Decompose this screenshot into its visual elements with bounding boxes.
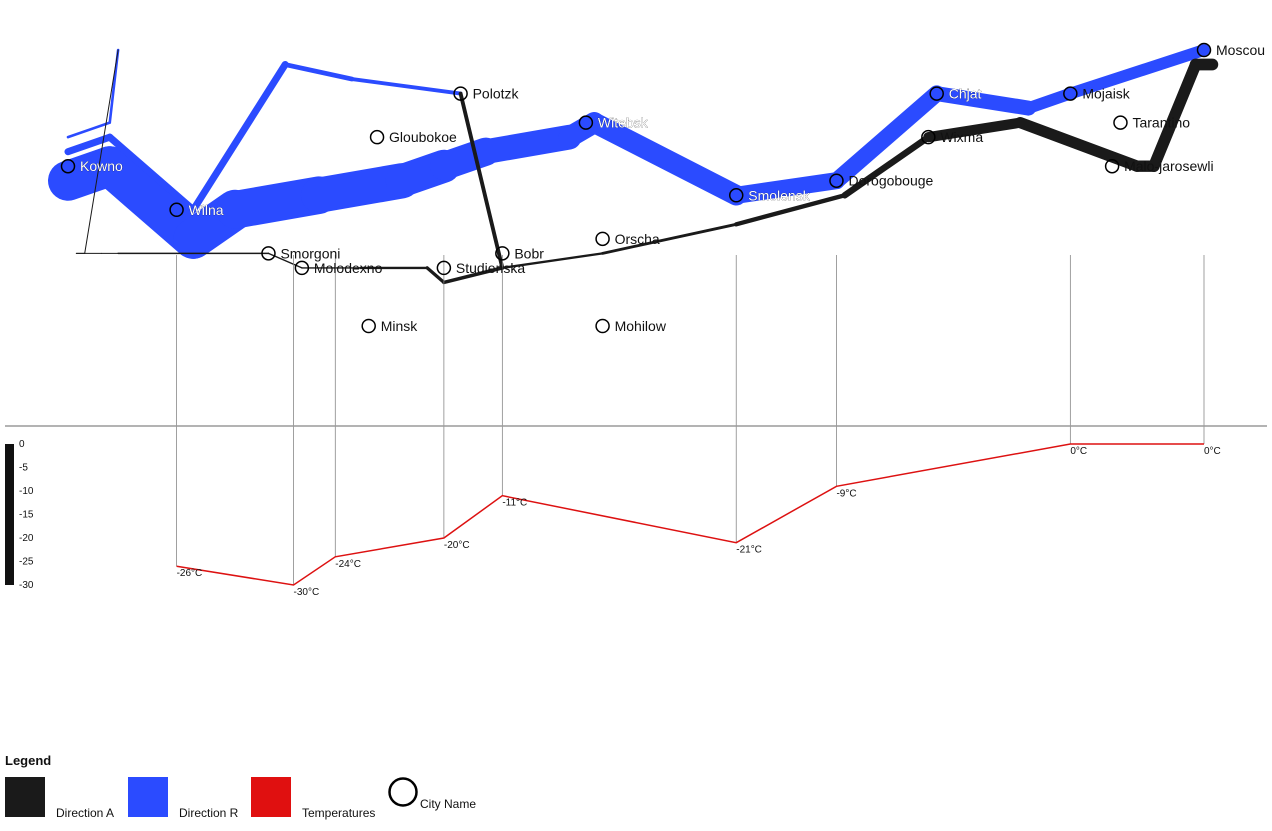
legend-swatch-direction-a <box>5 777 45 817</box>
troop-segment-4-1 <box>108 48 120 124</box>
troop-segment-0-7 <box>473 124 582 165</box>
city-marker-16 <box>1063 86 1078 101</box>
troop-segment-1-7 <box>601 222 738 255</box>
troop-segment-1-5 <box>841 133 932 199</box>
temperature-label-4: -11°C <box>502 498 527 509</box>
city-marker-4 <box>369 129 385 145</box>
city-label-12: Smolensk <box>748 187 810 203</box>
legend-label-city-name: City Name <box>420 797 476 811</box>
troop-segment-1-4 <box>923 117 1026 143</box>
troop-segment-1-6 <box>734 193 848 227</box>
city-marker-0 <box>60 158 76 174</box>
temperature-tick-label-1: -5 <box>19 463 28 474</box>
city-marker-7 <box>453 86 468 101</box>
troop-segment-2-4 <box>350 77 463 96</box>
city-marker-9 <box>578 115 594 130</box>
legend-label-temperatures: Temperatures <box>302 806 375 820</box>
city-label-2: Smorgoni <box>280 245 340 261</box>
city-label-1: Wilna <box>189 202 224 218</box>
city-marker-3 <box>294 260 310 276</box>
city-label-15: Chjat <box>949 86 982 102</box>
city-label-11: Mohilow <box>615 318 667 334</box>
troop-segment-2-3 <box>282 62 355 82</box>
temperature-axis: 0 -5 -10 -15 -20 -25 -30 <box>5 439 34 591</box>
city-marker-13 <box>829 173 844 188</box>
city-label-10: Orscha <box>615 231 660 247</box>
city-label-14: Wixma <box>940 129 983 145</box>
city-label-8: Bobr <box>514 245 544 261</box>
troop-segment-0-9 <box>583 112 747 206</box>
city-label-17: Moscou <box>1216 42 1265 58</box>
temperature-tick-label-5: -25 <box>19 557 34 568</box>
legend-label-direction-r: Direction R <box>179 806 239 820</box>
troop-segment-0-11 <box>828 85 945 189</box>
city-marker-12 <box>728 188 744 203</box>
troop-segment-0-10 <box>727 172 845 204</box>
city-marker-5 <box>361 318 376 334</box>
city-label-5: Minsk <box>381 318 419 334</box>
city-label-7: Polotzk <box>473 86 520 102</box>
temperature-label-0: 0°C <box>1204 446 1221 457</box>
city-label-13: Dorogobouge <box>848 173 933 189</box>
troop-segment-3-0 <box>458 91 505 270</box>
drop-lines <box>176 255 1205 585</box>
temperature-label-6: -24°C <box>335 559 361 570</box>
temperature-line <box>176 443 1204 586</box>
city-marker-15 <box>929 86 944 101</box>
troop-segment-1-3 <box>1014 116 1143 172</box>
temperature-tick-label-2: -10 <box>19 486 34 497</box>
temperature-label-7: -30°C <box>294 587 320 598</box>
troop-segment-2-0 <box>64 133 114 156</box>
troop-segment-5-0 <box>84 49 119 254</box>
troop-segment-0-14 <box>1064 44 1210 100</box>
city-marker-17 <box>1196 42 1212 58</box>
temperature-tick-label-6: -30 <box>19 580 34 591</box>
temperature-label-3: -21°C <box>736 545 762 556</box>
city-marker-14 <box>921 129 936 145</box>
city-marker-1 <box>169 202 184 218</box>
troop-segment-4-0 <box>66 121 112 139</box>
temperature-label-1: 0°C <box>1070 446 1087 457</box>
temperature-label-2: -9°C <box>836 488 856 499</box>
city-marker-19 <box>1104 158 1120 174</box>
legend-swatch-city-circle <box>388 777 418 807</box>
temperature-tick-label-3: -15 <box>19 510 34 521</box>
temperature-label-8: -26°C <box>177 568 203 579</box>
city-label-4: Gloubokoe <box>389 129 457 145</box>
troop-segment-2-1 <box>106 133 197 214</box>
troop-segment-3-1 <box>442 266 505 285</box>
city-label-19: Malo-jarosewli <box>1124 158 1213 174</box>
troop-segment-1-1 <box>1148 58 1202 172</box>
city-label-9: Witebsk <box>598 115 649 131</box>
temperature-chart: 0°C 0°C -9°C -21°C -11°C -20°C -24°C -30°C -26°C <box>176 443 1221 598</box>
city-marker-11 <box>595 318 610 334</box>
city-marker-2 <box>261 246 276 261</box>
troop-segment-2-2 <box>189 60 289 214</box>
troop-segment-1-8 <box>501 252 604 270</box>
city-label-3: Molodexno <box>314 260 383 276</box>
city-marker-18 <box>1113 115 1128 130</box>
city-marker-8 <box>495 246 510 261</box>
city-marker-6 <box>436 260 452 276</box>
temperature-tick-label-0: 0 <box>19 439 25 450</box>
legend-swatch-direction-r <box>128 777 168 817</box>
legend-label-direction-a: Direction A <box>56 806 114 820</box>
legend: Legend Direction A Direction R Temperatu… <box>5 753 476 820</box>
city-marker-10 <box>595 231 610 247</box>
troop-segment-3-2 <box>425 266 446 285</box>
troop-segment-0-13 <box>1022 87 1077 114</box>
city-label-6: Studienska <box>456 260 525 276</box>
troop-paths <box>48 44 1219 285</box>
legend-swatch-temperatures <box>251 777 291 817</box>
troop-segment-0-12 <box>929 86 1037 116</box>
legend-title: Legend <box>5 753 51 768</box>
temperature-tick-label-4: -20 <box>19 533 34 544</box>
temperature-label-5: -20°C <box>444 540 470 551</box>
temperature-axis-bar <box>5 444 14 585</box>
city-label-18: Tarantino <box>1132 115 1190 131</box>
city-label-0: Kowno <box>80 158 123 174</box>
city-label-16: Mojaisk <box>1082 86 1130 102</box>
